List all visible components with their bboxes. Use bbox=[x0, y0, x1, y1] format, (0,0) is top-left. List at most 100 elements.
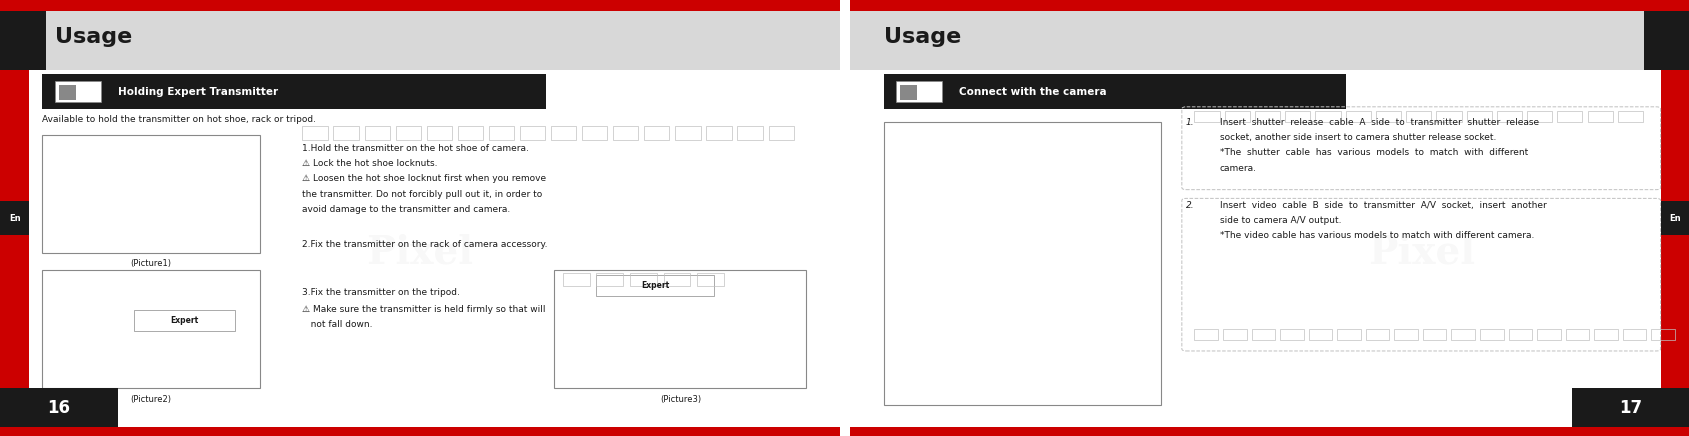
Bar bbox=[365, 126, 390, 140]
Text: En: En bbox=[8, 214, 20, 222]
Bar bbox=[554, 270, 806, 388]
Bar bbox=[644, 126, 669, 140]
Bar bbox=[883, 74, 1344, 109]
Bar bbox=[900, 85, 917, 100]
Bar bbox=[1422, 329, 1446, 340]
Bar bbox=[0, 11, 839, 70]
Bar bbox=[1194, 111, 1219, 122]
Bar bbox=[54, 81, 101, 102]
Text: Connect with the camera: Connect with the camera bbox=[959, 87, 1106, 96]
Bar bbox=[850, 0, 1689, 11]
Bar bbox=[1496, 111, 1522, 122]
Bar bbox=[1255, 111, 1279, 122]
Bar bbox=[736, 126, 762, 140]
Bar bbox=[895, 81, 942, 102]
Text: the transmitter. Do not forcibly pull out it, in order to: the transmitter. Do not forcibly pull ou… bbox=[302, 190, 542, 199]
Bar bbox=[1564, 329, 1588, 340]
Bar bbox=[520, 126, 546, 140]
Bar bbox=[1307, 329, 1331, 340]
Bar bbox=[596, 275, 713, 296]
Text: ⚠ Lock the hot shoe locknuts.: ⚠ Lock the hot shoe locknuts. bbox=[302, 159, 437, 168]
Bar bbox=[1314, 111, 1339, 122]
Bar bbox=[1660, 201, 1689, 235]
Bar bbox=[0, 0, 29, 436]
Bar bbox=[395, 126, 421, 140]
Bar bbox=[1616, 111, 1642, 122]
Text: (Picture1): (Picture1) bbox=[130, 259, 172, 269]
Bar bbox=[42, 270, 260, 388]
Text: 2.Fix the transmitter on the rack of camera accessory.: 2.Fix the transmitter on the rack of cam… bbox=[302, 240, 547, 249]
Bar bbox=[0, 11, 46, 70]
Text: ⚠ Make sure the transmitter is held firmly so that will: ⚠ Make sure the transmitter is held firm… bbox=[302, 305, 546, 314]
Text: Holding Expert Transmitter: Holding Expert Transmitter bbox=[118, 87, 277, 96]
Bar bbox=[1279, 329, 1302, 340]
Text: Insert  video  cable  B  side  to  transmitter  A/V  socket,  insert  another: Insert video cable B side to transmitter… bbox=[1219, 201, 1545, 210]
Bar bbox=[333, 126, 358, 140]
Text: Usage: Usage bbox=[54, 27, 132, 47]
Bar bbox=[551, 126, 576, 140]
Text: (Picture2): (Picture2) bbox=[130, 395, 172, 404]
Bar bbox=[1405, 111, 1431, 122]
Text: socket, another side insert to camera shutter release socket.: socket, another side insert to camera sh… bbox=[1219, 133, 1495, 142]
Bar bbox=[426, 126, 451, 140]
Bar bbox=[1537, 329, 1559, 340]
Text: camera.: camera. bbox=[1219, 164, 1257, 173]
Text: 1.Hold the transmitter on the hot shoe of camera.: 1.Hold the transmitter on the hot shoe o… bbox=[302, 144, 529, 153]
Bar bbox=[1365, 329, 1388, 340]
Text: *The  shutter  cable  has  various  models  to  match  with  different: *The shutter cable has various models to… bbox=[1219, 148, 1527, 157]
Bar bbox=[1593, 329, 1616, 340]
Bar bbox=[1466, 111, 1491, 122]
Text: En: En bbox=[1669, 214, 1679, 222]
Bar bbox=[42, 135, 260, 253]
Bar bbox=[458, 126, 483, 140]
Bar bbox=[850, 11, 1689, 70]
Bar bbox=[1643, 11, 1689, 70]
Bar bbox=[42, 74, 546, 109]
Text: 1.: 1. bbox=[1186, 118, 1194, 127]
Bar bbox=[0, 427, 839, 436]
Text: ⚠ Loosen the hot shoe locknut first when you remove: ⚠ Loosen the hot shoe locknut first when… bbox=[302, 174, 546, 184]
Text: side to camera A/V output.: side to camera A/V output. bbox=[1219, 216, 1341, 225]
Bar bbox=[664, 273, 691, 286]
Bar bbox=[0, 0, 839, 11]
Bar bbox=[1571, 388, 1689, 427]
Text: 17: 17 bbox=[1618, 399, 1642, 417]
Bar bbox=[676, 126, 699, 140]
Bar bbox=[1225, 111, 1250, 122]
Bar bbox=[59, 85, 76, 100]
Text: Pixel: Pixel bbox=[1366, 234, 1474, 272]
Text: 16: 16 bbox=[47, 399, 71, 417]
Bar bbox=[768, 126, 794, 140]
Text: (Picture3): (Picture3) bbox=[659, 395, 701, 404]
Bar bbox=[850, 427, 1689, 436]
Bar bbox=[0, 201, 29, 235]
Bar bbox=[1586, 111, 1611, 122]
Bar bbox=[1436, 111, 1461, 122]
Bar bbox=[596, 273, 623, 286]
Bar bbox=[1451, 329, 1474, 340]
Bar bbox=[1508, 329, 1532, 340]
Text: not fall down.: not fall down. bbox=[302, 320, 373, 330]
Bar bbox=[630, 273, 657, 286]
Bar bbox=[1336, 329, 1360, 340]
Bar bbox=[1527, 111, 1551, 122]
Bar bbox=[0, 388, 118, 427]
Bar bbox=[1650, 329, 1674, 340]
Bar bbox=[1375, 111, 1400, 122]
Bar bbox=[1556, 111, 1581, 122]
Bar bbox=[613, 126, 638, 140]
Bar bbox=[1480, 329, 1503, 340]
Text: *The video cable has various models to match with different camera.: *The video cable has various models to m… bbox=[1219, 231, 1534, 240]
Text: Pixel: Pixel bbox=[367, 234, 473, 272]
Bar bbox=[1621, 329, 1645, 340]
Bar bbox=[1344, 111, 1370, 122]
Bar bbox=[562, 273, 589, 286]
Bar bbox=[488, 126, 513, 140]
Bar bbox=[706, 126, 731, 140]
Bar bbox=[698, 273, 723, 286]
Bar bbox=[302, 126, 328, 140]
Text: avoid damage to the transmitter and camera.: avoid damage to the transmitter and came… bbox=[302, 205, 510, 214]
Text: Expert: Expert bbox=[171, 316, 199, 325]
Text: 3.Fix the transmitter on the tripod.: 3.Fix the transmitter on the tripod. bbox=[302, 288, 459, 297]
Bar bbox=[1252, 329, 1274, 340]
